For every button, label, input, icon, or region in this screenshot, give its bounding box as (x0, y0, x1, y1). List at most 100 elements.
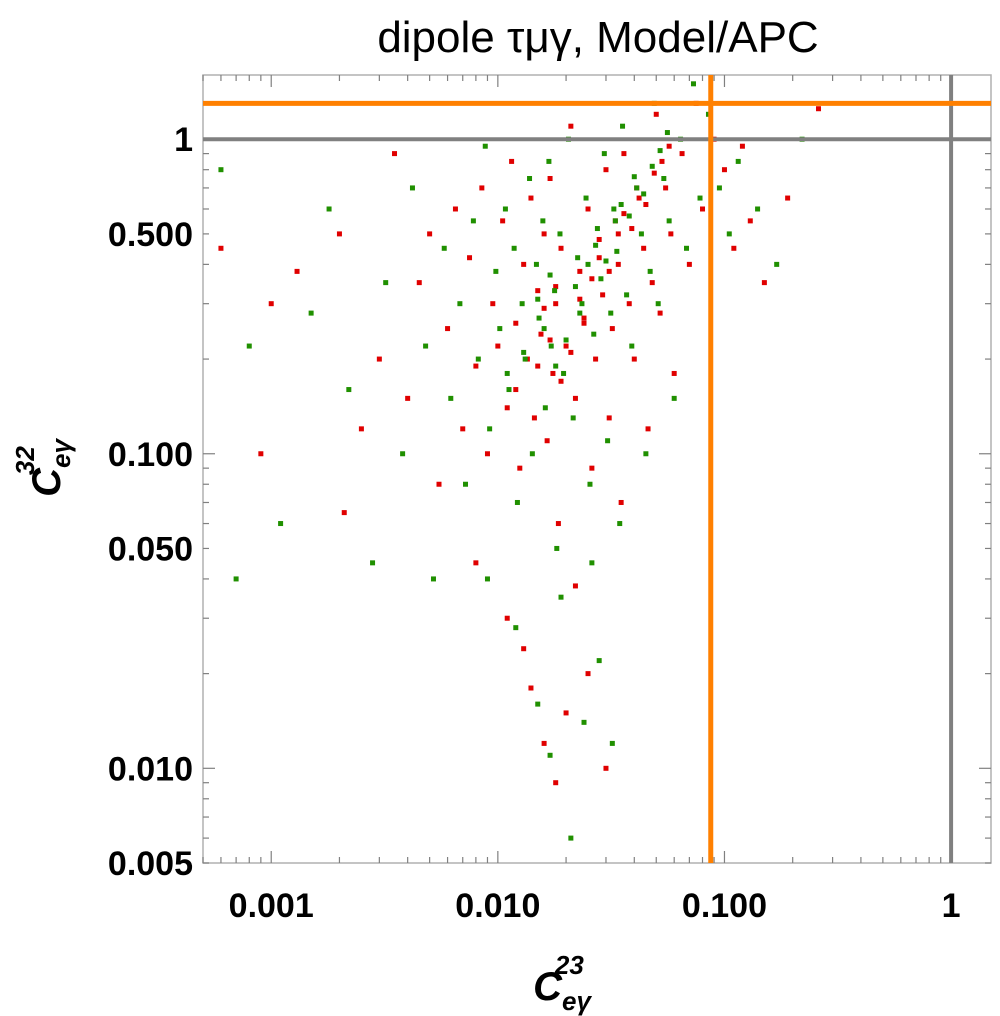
y-axis-label-sup: 32 (10, 446, 40, 475)
data-point (506, 387, 512, 393)
data-point (641, 245, 647, 251)
data-point (606, 268, 612, 274)
data-point (671, 395, 677, 401)
data-point (653, 111, 659, 117)
data-point (572, 395, 578, 401)
data-point (550, 370, 556, 376)
data-point (671, 370, 677, 376)
y-axis-label: Ceγ32 (10, 438, 76, 497)
data-point (427, 231, 433, 237)
x-axis-label-sub: eγ (562, 986, 592, 1016)
data-point (484, 451, 490, 457)
data-point (647, 268, 653, 274)
data-point (558, 594, 564, 600)
x-tick-label: 0.001 (229, 887, 314, 925)
data-point (457, 301, 463, 307)
data-point (596, 236, 602, 242)
data-point (816, 106, 822, 112)
data-point (735, 158, 741, 164)
data-point (553, 284, 559, 290)
data-point (558, 245, 564, 251)
data-point (553, 363, 559, 369)
x-axis-label-base: C (533, 965, 563, 1009)
data-point (497, 326, 503, 332)
data-point (563, 343, 569, 349)
data-point (568, 835, 574, 841)
data-point (470, 218, 476, 224)
data-point (661, 176, 667, 182)
data-point (577, 296, 583, 302)
data-point (482, 143, 488, 149)
data-point (700, 206, 706, 212)
data-point (624, 292, 630, 298)
data-point (246, 343, 252, 349)
data-point (603, 258, 609, 264)
data-point (308, 310, 314, 316)
data-point (611, 206, 617, 212)
data-point (542, 405, 548, 411)
plot-frame (202, 74, 992, 864)
data-point (583, 195, 589, 201)
data-point (326, 206, 332, 212)
data-point (585, 671, 591, 677)
data-point (268, 301, 274, 307)
data-point (587, 481, 593, 487)
data-point (589, 276, 595, 282)
data-point (218, 167, 224, 173)
data-point (568, 349, 574, 355)
data-point (641, 191, 647, 197)
data-point (541, 231, 547, 237)
data-point (278, 521, 284, 527)
data-point (502, 206, 508, 212)
data-point (596, 255, 602, 261)
data-point (547, 337, 553, 343)
x-tick-labels: 0.001 0.010 0.100 1 (229, 887, 961, 925)
x-axis-label-sup: 23 (554, 950, 584, 980)
y-tick-label: 0.050 (108, 530, 193, 568)
data-point (589, 560, 595, 566)
data-point (589, 465, 595, 471)
data-point (668, 231, 674, 237)
x-tick-label: 0.100 (682, 887, 767, 925)
data-point (547, 272, 553, 278)
data-point (535, 701, 541, 707)
data-point (358, 426, 364, 432)
data-point (452, 206, 458, 212)
data-point (346, 387, 352, 393)
data-point (657, 310, 663, 316)
data-point (568, 123, 574, 129)
data-point (400, 451, 406, 457)
y-tick-label: 0.500 (108, 216, 193, 254)
data-point (618, 499, 624, 505)
data-point (575, 255, 581, 261)
data-point (591, 331, 597, 337)
data-point (519, 301, 525, 307)
data-point (609, 326, 615, 332)
data-point (663, 185, 669, 191)
data-point (528, 195, 534, 201)
data-point (655, 301, 661, 307)
data-point (601, 151, 607, 157)
data-point (533, 261, 539, 267)
data-point (721, 167, 727, 173)
data-point (563, 710, 569, 716)
data-point (666, 218, 672, 224)
data-point (513, 625, 519, 631)
data-point (479, 185, 485, 191)
data-point (572, 583, 578, 589)
data-point (544, 438, 550, 444)
data-point (336, 231, 342, 237)
data-point (739, 143, 745, 149)
data-point (570, 415, 576, 421)
data-point (500, 218, 506, 224)
data-point (603, 167, 609, 173)
data-point (558, 378, 564, 384)
data-point (487, 426, 493, 432)
data-point (436, 481, 442, 487)
data-point (605, 438, 611, 444)
data-point (679, 151, 685, 157)
data-point (620, 123, 626, 129)
data-point (504, 405, 510, 411)
data-point (577, 310, 583, 316)
